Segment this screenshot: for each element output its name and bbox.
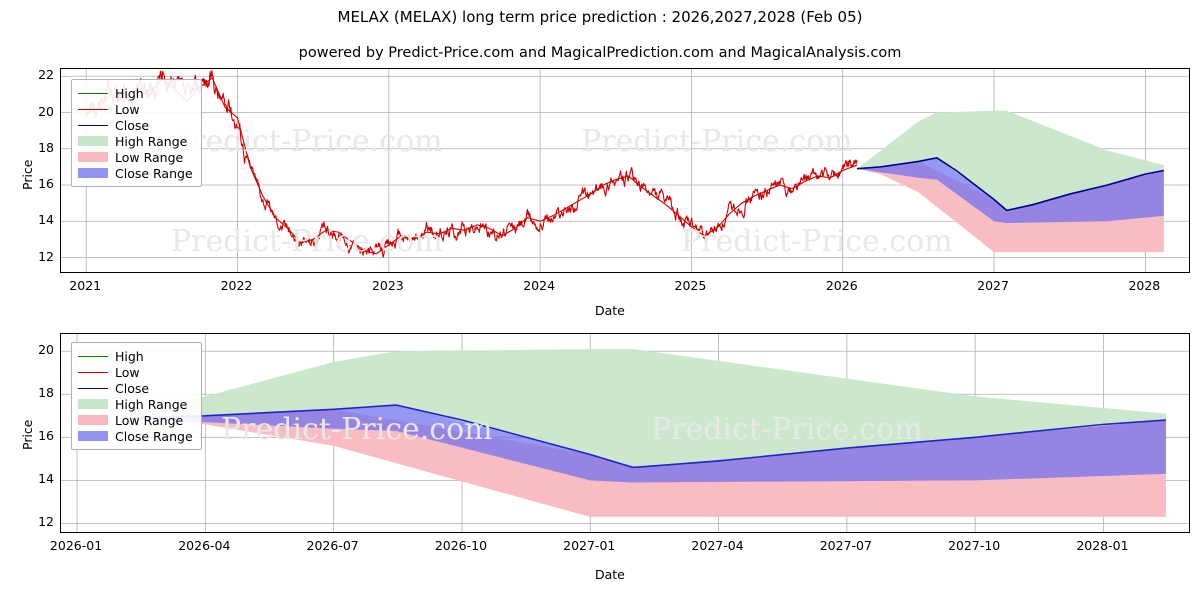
legend-item: High xyxy=(78,348,193,364)
x-tick-label: 2025 xyxy=(674,278,707,293)
legend-label: Close Range xyxy=(115,428,193,444)
legend-forecast: High Low Close High Range Low Range Close Ran… xyxy=(71,342,202,450)
y-tick-label: 16 xyxy=(38,428,54,444)
legend-line-swatch xyxy=(78,383,108,394)
legend-label: High xyxy=(115,348,144,364)
legend-item: Low Range xyxy=(78,412,193,428)
legend-label: Low Range xyxy=(115,149,184,165)
x-tick-label: 2026-01 xyxy=(49,538,103,553)
y-tick-label: 18 xyxy=(38,139,54,155)
legend-label: Low xyxy=(115,101,140,117)
legend-line-swatch xyxy=(78,88,108,99)
x-tick-label: 2027-04 xyxy=(691,538,744,553)
x-tick-label: 2026-10 xyxy=(434,538,488,553)
x-axis-label-1: Date xyxy=(595,303,625,318)
legend-label: High xyxy=(115,85,144,101)
y-tick-label: 12 xyxy=(38,514,54,530)
page-subtitle: powered by Predict-Price.com and Magical… xyxy=(298,45,902,61)
x-tick-label: 2027-10 xyxy=(948,538,1001,553)
plot-area-historical xyxy=(61,69,1189,272)
x-tick-label: 2021 xyxy=(69,278,102,293)
y-tick-label: 16 xyxy=(38,176,54,191)
y-tick-label: 12 xyxy=(38,248,54,264)
x-tick-label: 2027-07 xyxy=(819,538,872,553)
legend-patch-swatch xyxy=(78,168,108,179)
legend-label: Low Range xyxy=(115,412,184,428)
y-tick-label: 22 xyxy=(38,67,54,83)
legend-item: Close Range xyxy=(78,165,193,181)
x-tick-label: 2027-01 xyxy=(563,538,616,553)
legend-line-swatch xyxy=(78,120,108,131)
legend-patch-swatch xyxy=(78,431,108,442)
legend-patch-swatch xyxy=(78,399,108,410)
legend-patch-swatch xyxy=(78,415,108,426)
legend-historical: High Low Close High Range Low Range Close Ran… xyxy=(71,79,202,187)
x-tick-label: 2026-04 xyxy=(178,538,231,553)
legend-label: Close xyxy=(115,117,150,133)
legend-line-swatch xyxy=(78,104,108,115)
legend-patch-swatch xyxy=(78,136,108,147)
y-tick-label: 14 xyxy=(38,471,54,487)
x-tick-label: 2023 xyxy=(371,278,404,293)
legend-label: High Range xyxy=(115,396,188,412)
plot-area-forecast xyxy=(61,334,1189,532)
x-tick-label: 2028 xyxy=(1128,278,1161,293)
legend-item: Low xyxy=(78,364,193,380)
legend-patch-swatch xyxy=(78,152,108,163)
y-tick-label: 20 xyxy=(38,103,54,119)
legend-line-swatch xyxy=(78,367,108,378)
x-tick-label: 2022 xyxy=(220,278,253,293)
legend-item: Close Range xyxy=(78,428,193,444)
legend-item: Close xyxy=(78,380,193,396)
legend-item: Close xyxy=(78,117,193,133)
y-tick-label: 18 xyxy=(38,385,54,401)
y-tick-label: 20 xyxy=(38,342,54,358)
legend-label: Close xyxy=(115,380,150,396)
legend-item: Low xyxy=(78,101,193,117)
y-tick-label: 14 xyxy=(38,212,54,228)
legend-label: Close Range xyxy=(115,165,193,181)
legend-line-swatch xyxy=(78,351,108,362)
x-tick-label: 2026 xyxy=(825,278,858,293)
x-tick-label: 2024 xyxy=(523,278,556,293)
legend-label: High Range xyxy=(115,133,188,149)
chart-panel-forecast: Predict-Price.com Predict-Price.com High… xyxy=(60,333,1190,533)
x-tick-label: 2026-07 xyxy=(306,538,359,553)
legend-item: High xyxy=(78,85,193,101)
x-tick-label: 2027 xyxy=(977,278,1009,293)
x-tick-label: 2028-01 xyxy=(1076,538,1129,553)
legend-item: High Range xyxy=(78,396,193,412)
chart-panel-historical: Predict-Price.com Predict-Price.com Pred… xyxy=(60,68,1190,273)
page-title: MELAX (MELAX) long term price prediction… xyxy=(337,8,863,26)
legend-item: Low Range xyxy=(78,149,193,165)
legend-item: High Range xyxy=(78,133,193,149)
legend-label: Low xyxy=(115,364,140,380)
x-axis-label-2: Date xyxy=(595,567,625,582)
